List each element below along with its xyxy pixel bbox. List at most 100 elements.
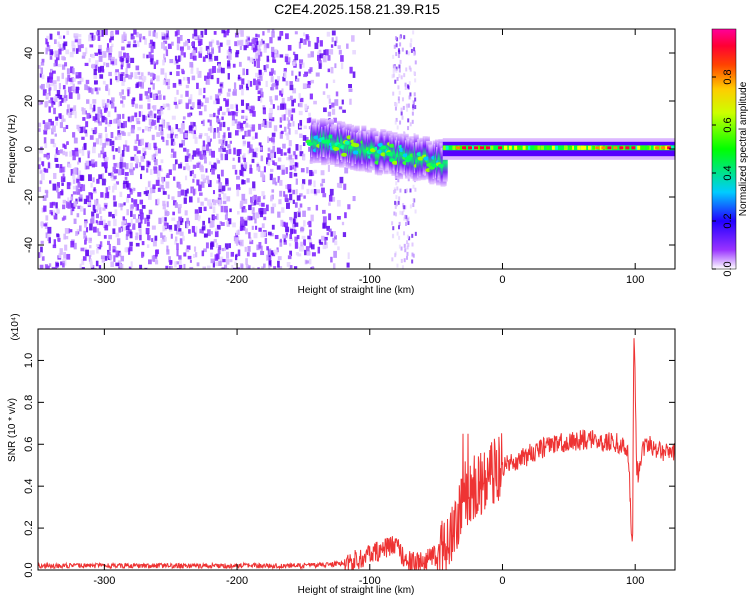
noise-cell — [321, 235, 325, 241]
noise-cell — [192, 132, 197, 139]
noise-cell — [247, 37, 250, 41]
noise-cell — [66, 253, 71, 260]
noise-cell — [272, 145, 276, 153]
noise-cell — [84, 237, 88, 241]
noise-cell — [166, 78, 171, 85]
noise-cell — [55, 262, 60, 267]
band-hot — [474, 146, 479, 150]
noise-cell — [116, 238, 121, 246]
noise-cell — [407, 177, 410, 182]
noise-cell — [102, 51, 107, 58]
noise-cell — [242, 218, 245, 226]
noise-cell — [303, 40, 306, 45]
noise-cell — [56, 208, 60, 215]
x-tick-label: 100 — [626, 274, 644, 286]
noise-cell — [133, 145, 138, 151]
noise-cell — [162, 79, 166, 85]
noise-cell — [123, 202, 126, 206]
noise-cell — [310, 51, 314, 58]
noise-cell — [261, 174, 265, 181]
noise-cell — [89, 44, 94, 48]
noise-cell — [39, 252, 43, 258]
noise-cell — [297, 78, 300, 82]
noise-cell — [232, 63, 236, 68]
noise-cell — [303, 125, 307, 129]
noise-cell — [45, 232, 49, 239]
noise-cell — [166, 121, 170, 129]
noise-cell — [282, 143, 286, 149]
noise-cell — [305, 260, 310, 264]
noise-cell — [233, 147, 236, 155]
noise-cell — [170, 138, 175, 146]
noise-cell — [187, 153, 191, 159]
noise-cell — [152, 105, 157, 111]
noise-cell — [295, 252, 299, 256]
noise-cell — [247, 141, 251, 148]
noise-cell — [115, 148, 118, 152]
noise-cell — [96, 178, 100, 184]
noise-cell — [177, 190, 181, 198]
noise-cell — [105, 133, 108, 140]
noise-cell — [351, 35, 355, 42]
noise-cell — [111, 145, 115, 152]
noise-cell — [42, 195, 47, 201]
noise-cell — [117, 72, 122, 77]
noise-cell — [85, 249, 89, 257]
noise-cell — [115, 76, 118, 81]
noise-cell — [94, 87, 98, 92]
noise-cell — [170, 153, 174, 158]
noise-cell — [113, 219, 117, 227]
noise-cell — [235, 50, 240, 55]
noise-cell — [111, 43, 114, 48]
noise-cell — [164, 236, 167, 242]
noise-cell — [208, 69, 212, 77]
noise-cell — [411, 233, 414, 238]
noise-cell — [179, 238, 183, 245]
band-hot — [631, 146, 636, 150]
noise-cell — [128, 246, 133, 252]
noise-cell — [167, 43, 172, 49]
noise-cell — [53, 215, 58, 220]
noise-cell — [140, 173, 143, 180]
noise-cell — [247, 245, 251, 252]
noise-cell — [218, 182, 223, 189]
noise-cell — [272, 160, 275, 166]
noise-cell — [112, 166, 117, 173]
noise-cell — [237, 156, 241, 163]
noise-cell — [232, 111, 236, 115]
noise-cell — [181, 139, 186, 146]
noise-cell — [76, 178, 80, 183]
noise-cell — [103, 235, 107, 239]
noise-cell — [118, 146, 121, 154]
noise-cell — [344, 212, 347, 219]
noise-cell — [220, 169, 224, 177]
noise-cell — [271, 51, 275, 58]
noise-cell — [400, 258, 403, 263]
noise-cell — [147, 193, 152, 200]
noise-cell — [58, 48, 62, 55]
noise-cell — [67, 163, 72, 168]
noise-cell — [411, 242, 414, 247]
noise-cell — [241, 78, 245, 85]
noise-cell — [132, 167, 135, 171]
noise-cell — [152, 240, 157, 247]
noise-cell — [248, 147, 252, 154]
noise-cell — [161, 177, 164, 182]
noise-cell — [171, 115, 176, 120]
noise-cell — [49, 87, 52, 91]
noise-cell — [120, 255, 125, 262]
noise-cell — [264, 68, 267, 73]
noise-cell — [93, 80, 98, 85]
noise-cell — [59, 248, 63, 255]
noise-cell — [140, 165, 145, 171]
noise-cell — [108, 54, 112, 61]
noise-cell — [220, 222, 225, 226]
noise-cell — [183, 52, 186, 58]
noise-cell — [284, 194, 288, 201]
noise-cell — [186, 222, 189, 228]
noise-cell — [293, 266, 298, 269]
noise-cell — [82, 256, 87, 261]
noise-cell — [143, 191, 147, 195]
band-speck — [546, 145, 550, 150]
noise-cell — [300, 241, 303, 247]
